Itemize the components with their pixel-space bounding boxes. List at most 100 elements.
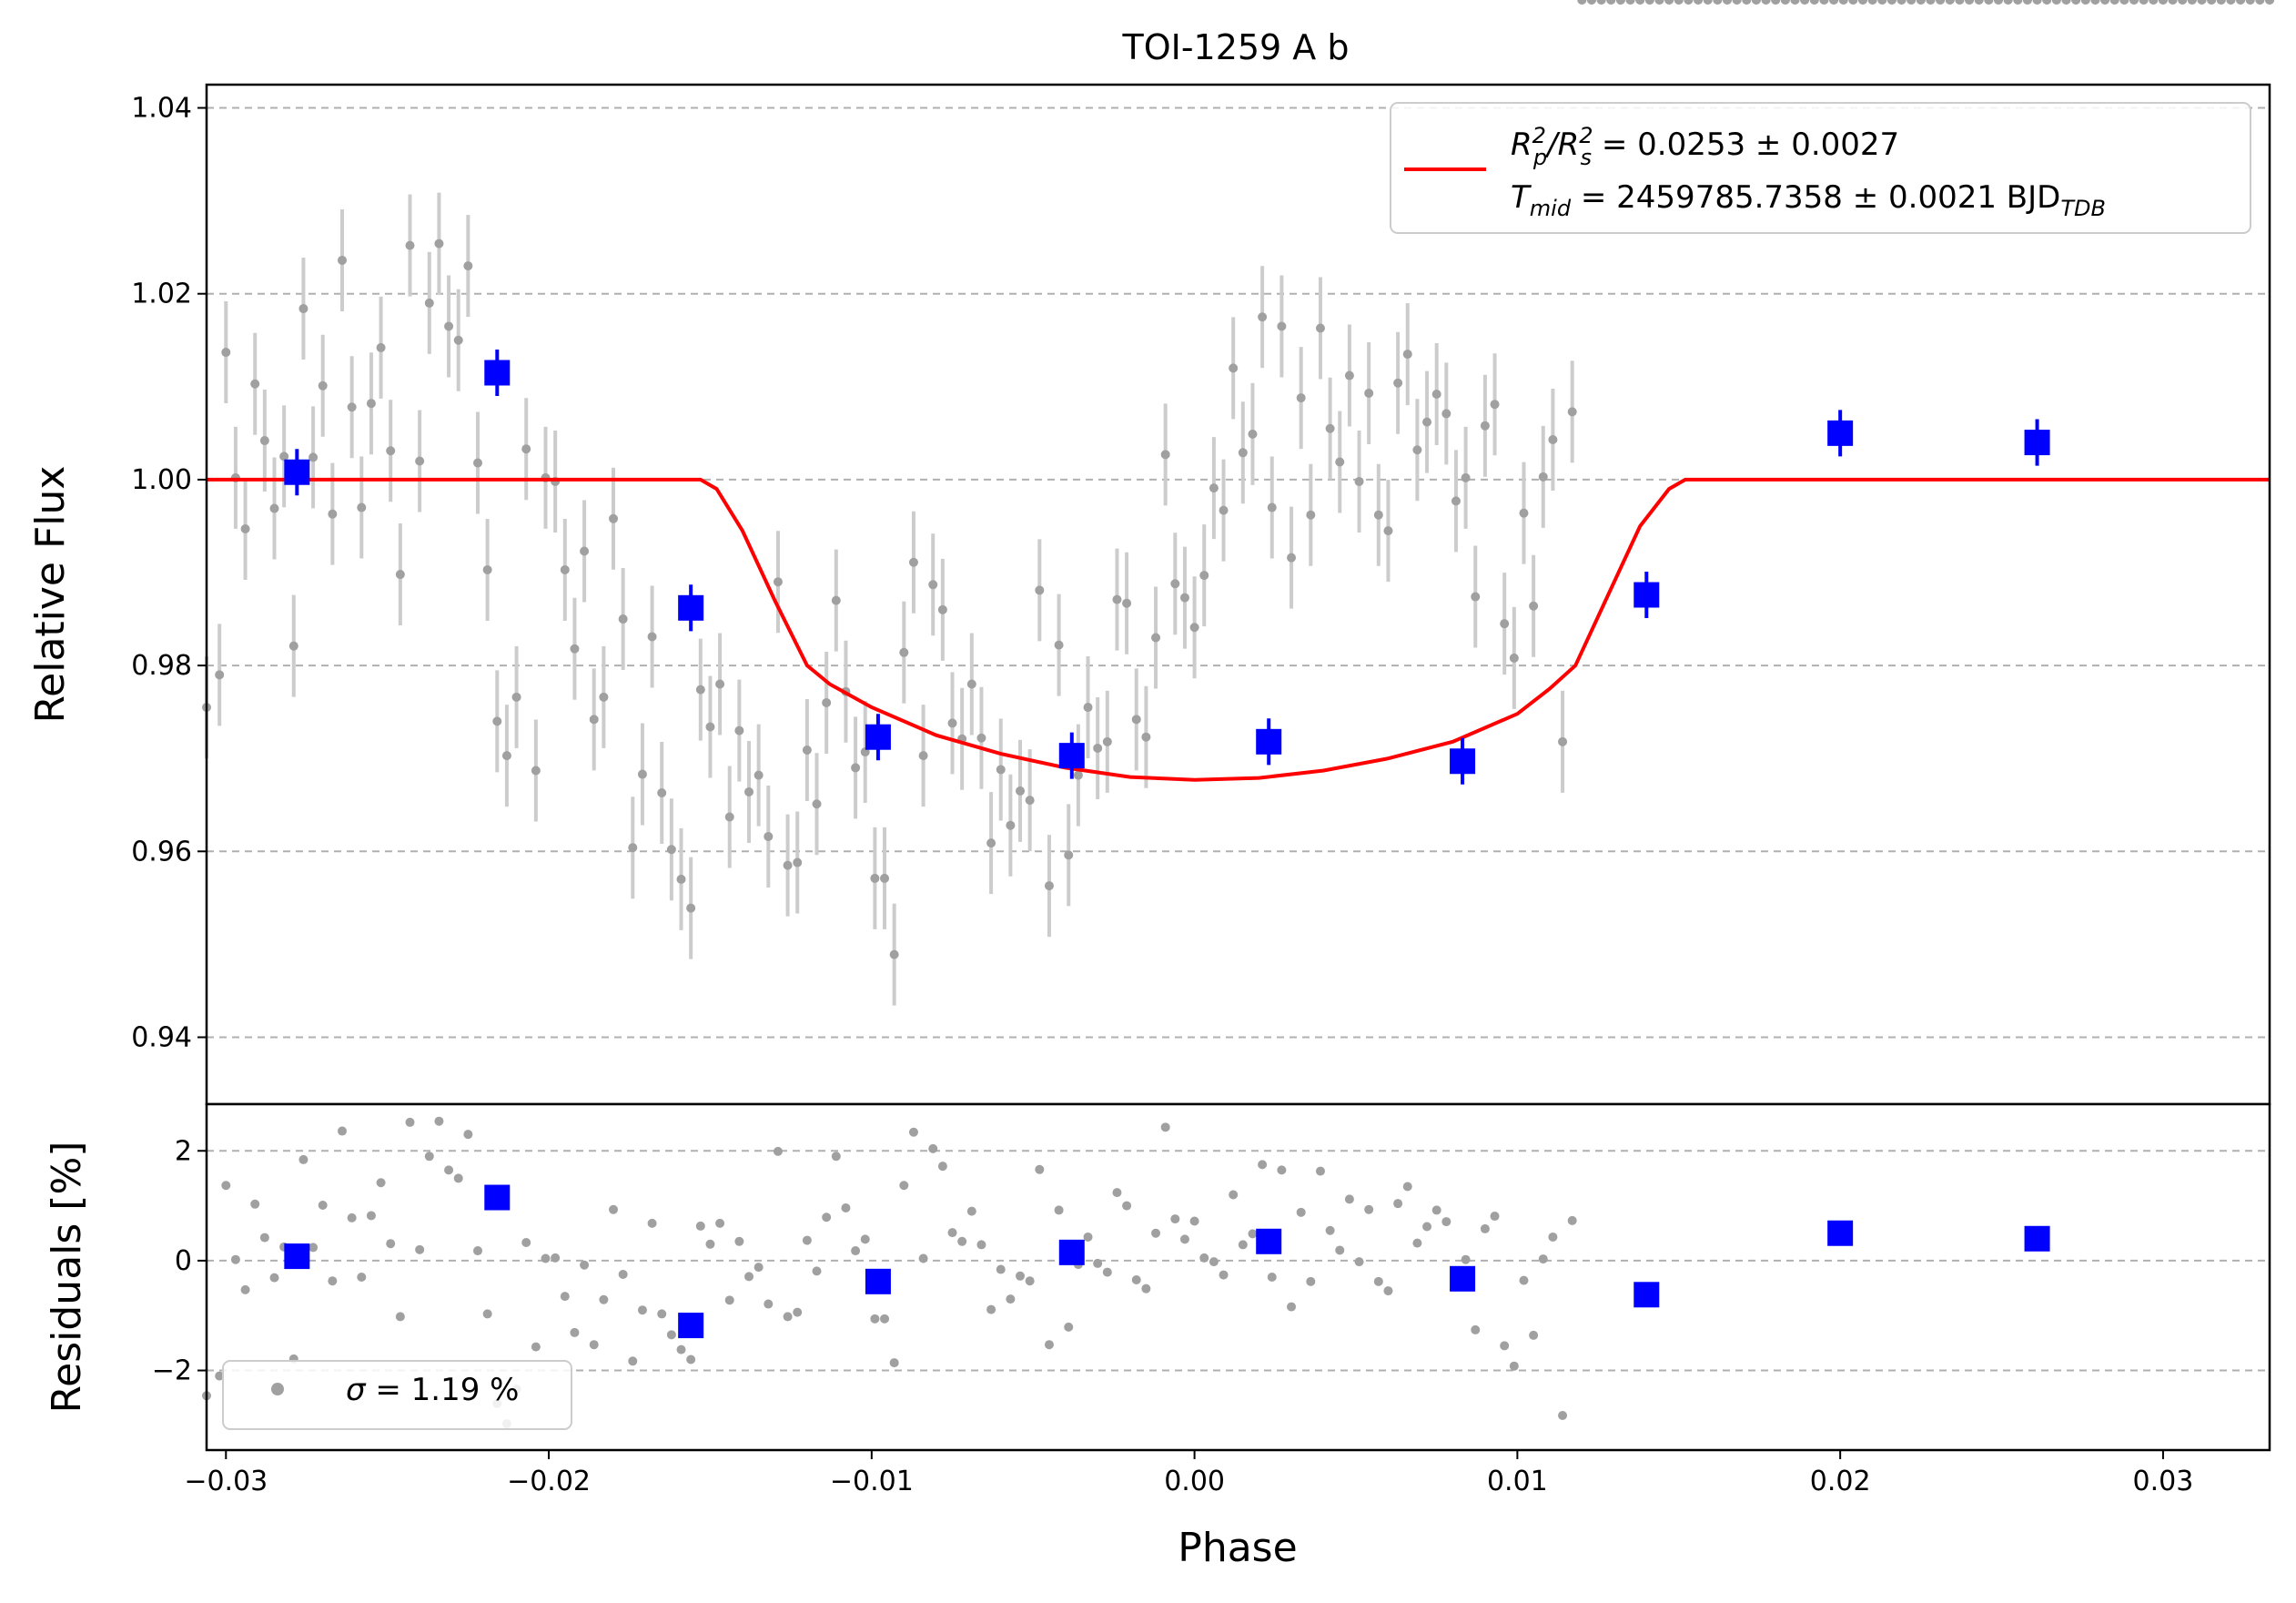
residual-point (1771, 0, 1781, 5)
residual-point (947, 1228, 957, 1238)
data-point (976, 733, 986, 743)
data-point (1402, 350, 1412, 360)
residual-y-axis-label: Residuals [%] (44, 1141, 90, 1414)
binned-point (1827, 420, 1854, 446)
data-point (618, 614, 628, 624)
residual-point (1209, 1257, 1219, 1267)
data-point (1016, 786, 1026, 796)
residual-point (2061, 0, 2071, 5)
data-point (1558, 736, 1568, 746)
residual-point (1993, 0, 2003, 5)
residual-point (822, 1212, 832, 1223)
residual-point (357, 1273, 367, 1282)
data-point (415, 456, 425, 466)
residual-point (1713, 0, 1723, 5)
residual-point (783, 1312, 793, 1322)
x-tick-label: 0.00 (1164, 1466, 1225, 1497)
residual-point (986, 1304, 996, 1314)
residual-point (1441, 1217, 1451, 1227)
data-point (1509, 653, 1519, 663)
residual-point (1654, 0, 1664, 5)
residual-point (754, 1263, 764, 1273)
residual-point (580, 1260, 590, 1270)
residual-point (1751, 0, 1761, 5)
residual-point (812, 1266, 822, 1276)
data-point (1044, 881, 1054, 891)
main-y-tick-label: 0.98 (131, 650, 192, 682)
residual-point (2226, 0, 2236, 5)
data-point (1296, 393, 1306, 403)
residual-point (531, 1342, 541, 1352)
legend-t: T (1511, 179, 1532, 216)
residual-point (2197, 0, 2207, 5)
residual-point (1790, 0, 1800, 5)
residual-point (715, 1218, 725, 1228)
data-point (1160, 450, 1170, 460)
residual-x-ticks: −0.03 −0.02 −0.01 0.00 0.01 0.02 0.03 (184, 1450, 2193, 1497)
x-tick-label: 0.02 (1810, 1466, 1871, 1497)
residual-point (1102, 1267, 1112, 1277)
binned-point (1633, 582, 1660, 608)
data-point (966, 679, 976, 689)
residual-binned-point (1058, 1239, 1085, 1265)
residual-point (1131, 1275, 1141, 1285)
residual-point (1016, 1271, 1026, 1281)
data-point (1412, 445, 1422, 455)
residual-point (250, 1199, 260, 1209)
residual-point (2236, 0, 2246, 5)
residual-point (1694, 0, 1704, 5)
data-point (996, 765, 1006, 775)
residual-point (424, 1152, 434, 1162)
data-point (599, 692, 609, 702)
residual-point (347, 1212, 357, 1223)
residual-binned-points (284, 1184, 2050, 1339)
residual-point (1219, 1270, 1229, 1280)
residual-point (666, 1330, 676, 1340)
data-point (1441, 409, 1451, 419)
data-point (1490, 400, 1500, 410)
data-point (347, 402, 357, 412)
residual-point (1141, 1283, 1151, 1294)
data-point (724, 812, 734, 822)
residual-point (2149, 0, 2159, 5)
residual-point (1509, 1361, 1519, 1371)
data-point (501, 751, 511, 761)
legend-sigma-symbol: σ (346, 1372, 367, 1408)
data-point (1480, 421, 1490, 431)
residual-point (1325, 1225, 1335, 1235)
residual-point (1248, 1229, 1258, 1239)
residual-point (2003, 0, 2013, 5)
data-point (405, 240, 415, 250)
residual-point (1886, 0, 1896, 5)
data-point (870, 873, 880, 883)
data-point (570, 644, 580, 654)
data-point (1373, 510, 1383, 520)
residual-point (1373, 1276, 1383, 1286)
residual-point (2032, 0, 2042, 5)
residual-point (1577, 0, 1587, 5)
residual-point (1344, 1194, 1354, 1204)
residual-point (1490, 1212, 1500, 1222)
residual-point (937, 1162, 947, 1172)
residual-y-tick-label: −2 (152, 1355, 192, 1387)
residual-point (1093, 1258, 1103, 1268)
residual-point (1306, 1276, 1316, 1286)
binned-point (2024, 430, 2050, 456)
legend-tmid-value: = 2459785.7358 ± 0.0021 BJD (1571, 179, 2060, 216)
residual-binned-point (865, 1268, 891, 1294)
residual-point (1800, 0, 1810, 5)
residual-point (628, 1356, 638, 1366)
legend-tdb-sub: TDB (2060, 196, 2106, 221)
residual-point (1722, 0, 1732, 5)
data-point (918, 751, 928, 761)
residual-point (1383, 1286, 1393, 1296)
residual-point (1684, 0, 1694, 5)
data-point (734, 725, 744, 736)
residual-point (1867, 0, 1877, 5)
residual-point (1238, 1240, 1248, 1250)
data-point (1102, 736, 1112, 746)
residual-point (1732, 0, 1742, 5)
data-point (1306, 510, 1316, 520)
main-y-axis-label: Relative Flux (27, 466, 74, 724)
